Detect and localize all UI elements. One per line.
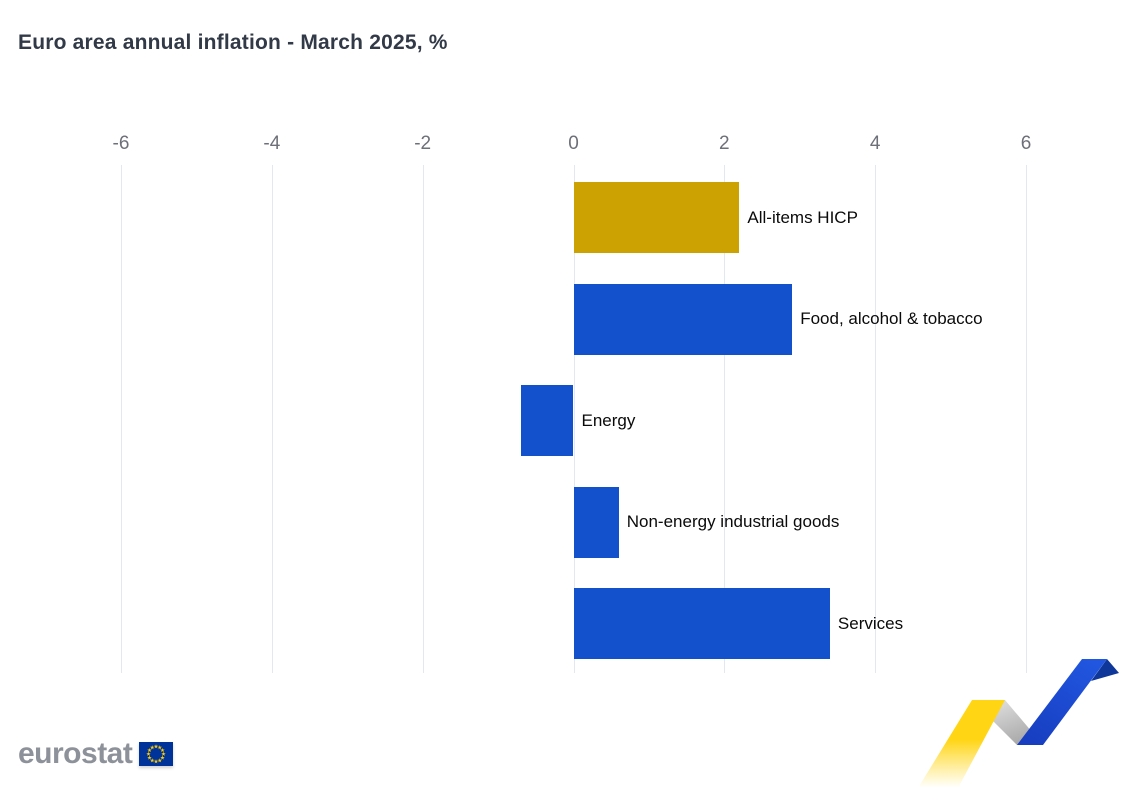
bar xyxy=(573,486,619,558)
bar xyxy=(573,283,793,355)
chart-title: Euro area annual inflation - March 2025,… xyxy=(18,31,448,54)
x-axis-tick-label: -6 xyxy=(112,133,130,154)
eurostat-ribbon-icon xyxy=(918,659,1119,788)
bar-label: Services xyxy=(837,613,904,633)
gridline xyxy=(573,165,575,673)
x-axis-tick-label: 4 xyxy=(869,133,881,154)
gridline xyxy=(724,165,726,673)
bar xyxy=(520,385,574,456)
bar xyxy=(573,588,830,659)
bar-label: All-items HICP xyxy=(747,207,858,227)
eurostat-logo: eurostat xyxy=(18,737,174,770)
bar-label: Energy xyxy=(581,410,636,430)
gridline xyxy=(422,165,424,673)
x-axis-tick-label: 0 xyxy=(568,133,579,154)
bar-label: Non-energy industrial goods xyxy=(626,512,840,531)
bar-label: Food, alcohol & tobacco xyxy=(800,309,983,328)
gridline xyxy=(1026,165,1027,673)
x-axis-tick-label: 6 xyxy=(1020,133,1032,154)
gridline xyxy=(271,165,273,673)
x-axis-tick-label: 2 xyxy=(719,133,730,154)
eu-flag-icon xyxy=(139,742,174,766)
x-axis-tick-label: -2 xyxy=(414,133,432,154)
eurostat-logo-text: eurostat xyxy=(18,737,133,770)
plot-area: -6 -4 -2 0 2 4 6 All-items HICP Food, alcohol & … xyxy=(113,133,1031,673)
gridline xyxy=(875,165,877,673)
gridline xyxy=(121,165,122,673)
bar xyxy=(573,182,740,253)
x-axis-tick-label: -4 xyxy=(263,133,281,154)
